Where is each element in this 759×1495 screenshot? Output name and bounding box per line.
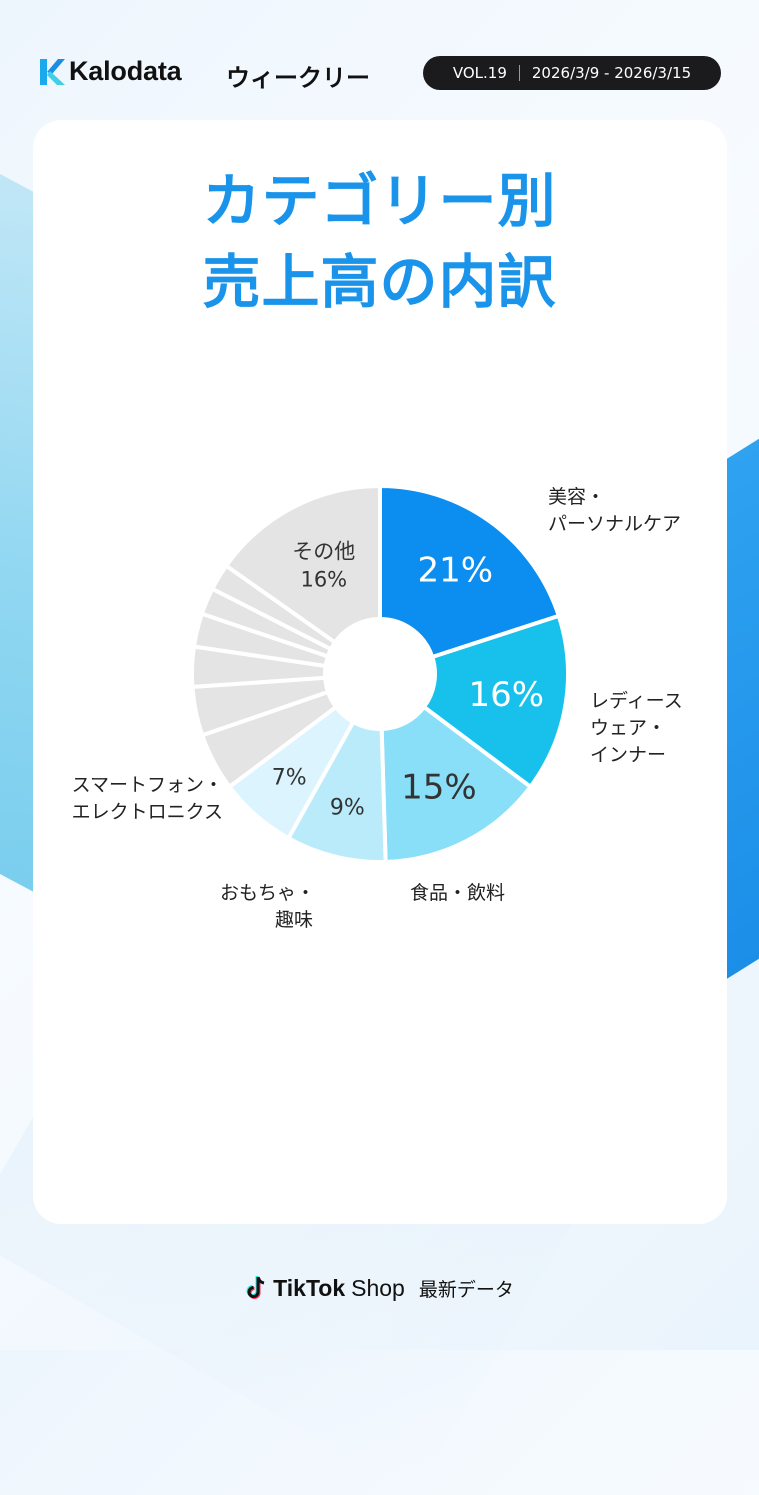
- category-label-electronics: スマートフォン・ エレクトロニクス: [48, 772, 223, 826]
- category-label-toys: おもちゃ・ 趣味: [220, 880, 330, 934]
- slice-value-label-toys: 9%: [330, 796, 365, 821]
- footer: TikTok Shop 最新データ: [0, 1270, 759, 1306]
- slice-value-label-ladies: 16%: [468, 675, 544, 715]
- latest-data-label: 最新データ: [418, 1278, 514, 1301]
- category-label-toys-line-1: おもちゃ・: [220, 882, 316, 904]
- slice-value-label-food: 15%: [401, 768, 477, 808]
- badge-divider: [518, 65, 520, 81]
- content-card: [33, 120, 727, 1224]
- category-label-electronics-line-1: スマートフォン・: [71, 774, 223, 796]
- date-range: 2026/3/9 - 2026/3/15: [531, 64, 692, 82]
- category-label-beauty-line-2: パーソナルケア: [548, 513, 682, 535]
- tiktok-shop-label: Shop: [351, 1274, 405, 1301]
- tiktok-icon: [246, 1276, 265, 1299]
- kalodata-logo-icon: [40, 58, 65, 85]
- header: Kalodata ウィークリー VOL.19 2026/3/9 - 2026/3…: [38, 52, 721, 94]
- brand-name: Kalodata: [69, 56, 182, 86]
- category-label-food: 食品・飲料: [410, 880, 505, 907]
- category-donut-chart: 21% 16% 15% 9% 7% その他 16%: [190, 484, 570, 864]
- issue-badge: VOL.19 2026/3/9 - 2026/3/15: [423, 56, 721, 90]
- category-label-ladies: レディース ウェア・ インナー: [590, 688, 683, 769]
- pie-slice-beauty: [378, 484, 561, 660]
- category-label-toys-line-2: 趣味: [275, 909, 314, 931]
- pie-slice-other: [224, 484, 382, 645]
- page-title-line-1: カテゴリー別: [202, 167, 557, 235]
- slice-value-label-beauty: 21%: [417, 550, 493, 590]
- tiktok-brand: TikTok: [273, 1274, 346, 1301]
- kalodata-logo: Kalodata: [38, 56, 182, 87]
- slice-label-other-line-1: その他: [292, 540, 355, 564]
- category-label-ladies-line-3: インナー: [590, 744, 667, 766]
- category-label-beauty-line-1: 美容・: [548, 486, 606, 508]
- category-label-food-line-1: 食品・飲料: [410, 882, 506, 904]
- slice-label-other-line-2: 16%: [300, 568, 347, 592]
- pie-slice-ladies: [422, 613, 570, 789]
- slice-value-label-electronics: 7%: [272, 765, 307, 790]
- pie-slice-food: [379, 704, 533, 864]
- category-label-beauty: 美容・ パーソナルケア: [548, 484, 681, 538]
- category-label-ladies-line-1: レディース: [590, 690, 683, 712]
- category-label-electronics-line-2: エレクトロニクス: [71, 801, 223, 823]
- weekly-label: ウィークリー: [226, 64, 370, 92]
- category-label-ladies-line-2: ウェア・: [590, 717, 667, 739]
- page-title-line-2: 売上高の内訳: [202, 248, 557, 316]
- volume-number: VOL.19: [452, 64, 507, 82]
